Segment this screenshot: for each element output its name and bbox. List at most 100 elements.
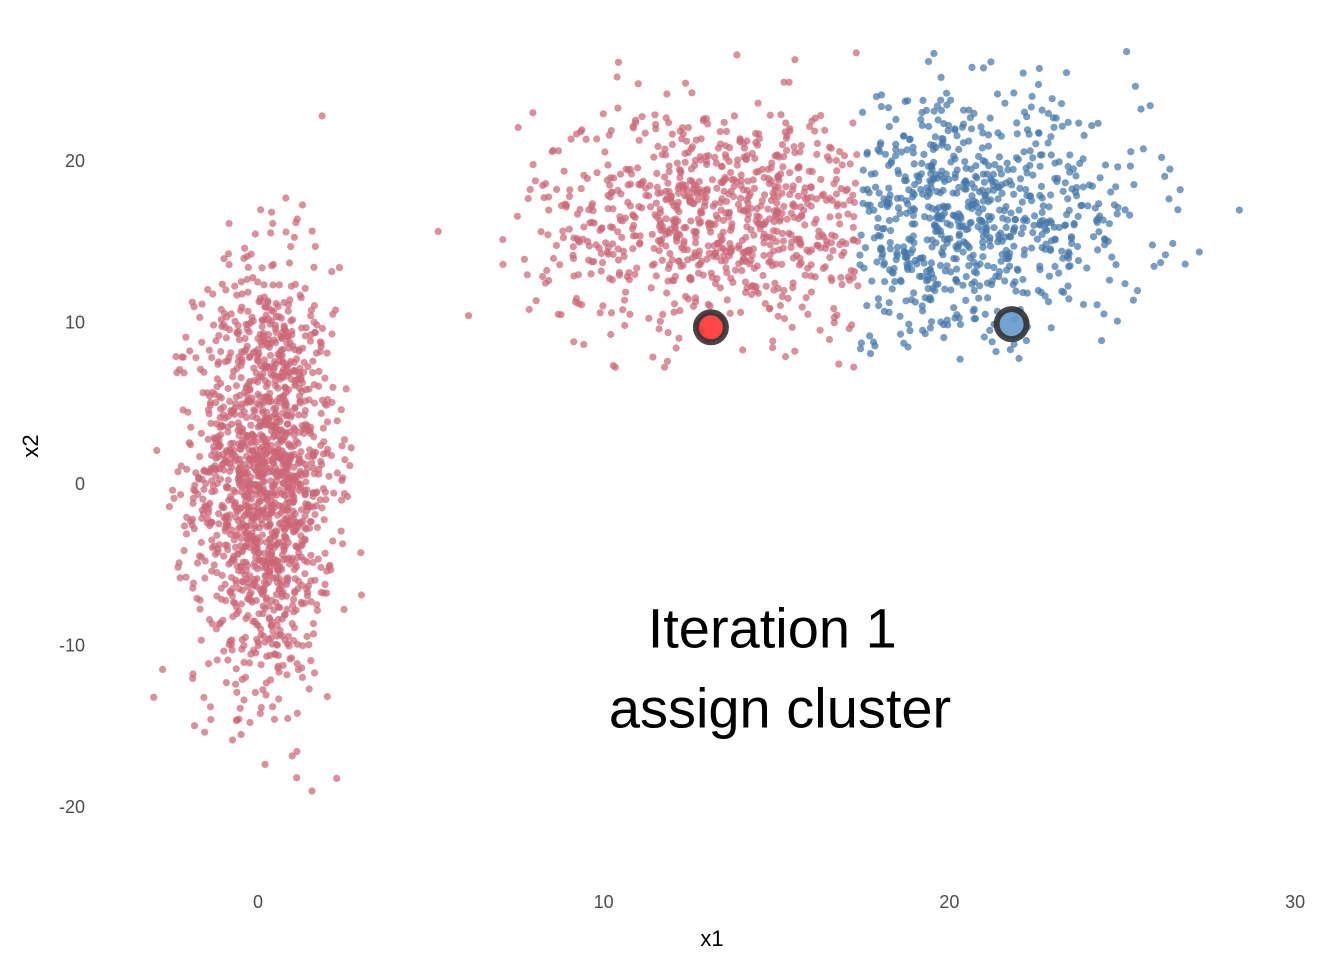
data-point-cluster-2 [854, 282, 862, 290]
data-point-cluster-1 [236, 391, 244, 399]
data-point-cluster-3 [994, 238, 1002, 246]
data-point-cluster-1 [276, 352, 284, 360]
data-point-cluster-1 [290, 424, 298, 432]
data-point-cluster-3 [865, 189, 873, 197]
data-point-cluster-3 [905, 186, 913, 194]
data-point-cluster-2 [668, 276, 676, 284]
data-point-cluster-1 [293, 747, 301, 756]
data-point-cluster-3 [927, 259, 936, 267]
data-point-cluster-3 [970, 258, 978, 266]
data-point-cluster-2 [585, 206, 593, 214]
data-point-cluster-3 [986, 114, 994, 122]
data-point-cluster-1 [243, 413, 251, 422]
data-point-cluster-1 [328, 268, 336, 276]
data-point-cluster-1 [316, 496, 324, 504]
data-point-cluster-2 [836, 220, 844, 228]
data-point-cluster-1 [199, 495, 207, 503]
data-point-cluster-2 [712, 253, 721, 261]
data-point-cluster-3 [1019, 224, 1027, 232]
data-point-cluster-1 [293, 355, 301, 363]
data-point-cluster-1 [342, 385, 350, 393]
data-point-cluster-2 [849, 119, 857, 127]
data-point-cluster-3 [934, 116, 942, 124]
data-point-cluster-1 [259, 632, 267, 640]
centroid-1 [692, 309, 729, 346]
data-point-cluster-2 [704, 120, 712, 128]
data-point-cluster-1 [255, 556, 263, 564]
data-point-cluster-1 [213, 592, 221, 600]
data-point-cluster-2 [648, 230, 656, 238]
data-point-cluster-2 [570, 338, 578, 346]
data-point-cluster-1 [220, 552, 228, 560]
data-point-cluster-3 [973, 203, 982, 211]
data-point-cluster-3 [1047, 133, 1055, 141]
data-point-cluster-2 [723, 296, 731, 304]
data-point-cluster-1 [308, 459, 316, 467]
data-point-cluster-2 [753, 262, 761, 270]
data-point-cluster-3 [947, 96, 955, 104]
data-point-cluster-2 [852, 49, 860, 57]
data-point-cluster-1 [205, 346, 213, 354]
data-point-cluster-3 [859, 199, 867, 207]
data-point-cluster-3 [906, 327, 914, 335]
data-point-cluster-1 [228, 646, 236, 654]
data-point-cluster-3 [1061, 221, 1070, 229]
data-point-cluster-2 [803, 194, 812, 202]
data-point-cluster-1 [241, 673, 250, 681]
data-point-cluster-1 [309, 620, 318, 628]
data-point-cluster-2 [805, 167, 813, 175]
data-point-cluster-1 [274, 603, 283, 611]
data-point-cluster-1 [224, 656, 232, 664]
data-point-cluster-3 [965, 244, 973, 252]
data-point-cluster-1 [218, 571, 226, 580]
data-point-cluster-3 [877, 201, 885, 209]
data-point-cluster-1 [189, 674, 197, 683]
data-point-cluster-3 [1112, 183, 1120, 191]
data-point-cluster-3 [1038, 230, 1046, 238]
data-point-cluster-2 [548, 147, 556, 156]
data-point-cluster-2 [656, 217, 664, 225]
data-point-cluster-2 [660, 363, 669, 371]
data-point-cluster-1 [224, 476, 232, 484]
data-point-cluster-2 [617, 190, 625, 198]
data-point-cluster-1 [270, 404, 278, 413]
data-point-cluster-1 [302, 324, 310, 332]
data-point-cluster-1 [311, 576, 319, 584]
data-point-cluster-1 [229, 439, 237, 447]
data-point-cluster-1 [287, 282, 295, 290]
data-point-cluster-3 [866, 332, 874, 340]
data-point-cluster-3 [990, 224, 998, 232]
data-point-cluster-3 [1018, 198, 1026, 206]
data-point-cluster-1 [298, 201, 307, 209]
data-point-cluster-2 [675, 189, 683, 197]
data-point-cluster-1 [174, 468, 182, 476]
data-point-cluster-3 [910, 239, 918, 247]
data-point-cluster-1 [270, 447, 278, 455]
data-point-cluster-1 [310, 318, 318, 326]
data-point-cluster-3 [891, 278, 899, 286]
data-point-cluster-1 [262, 679, 270, 687]
data-point-cluster-3 [1057, 100, 1066, 108]
data-point-cluster-2 [645, 314, 653, 322]
data-point-cluster-1 [153, 446, 161, 455]
data-point-cluster-3 [997, 181, 1006, 189]
data-point-cluster-1 [288, 331, 296, 339]
data-point-cluster-1 [272, 640, 281, 649]
data-point-cluster-3 [884, 104, 893, 112]
data-point-cluster-3 [960, 106, 968, 114]
data-point-cluster-1 [217, 348, 225, 356]
data-point-cluster-3 [873, 258, 881, 266]
data-point-cluster-1 [259, 399, 267, 407]
data-point-cluster-1 [271, 377, 279, 385]
data-point-cluster-1 [303, 592, 311, 600]
data-point-cluster-3 [956, 355, 964, 363]
data-point-cluster-2 [514, 123, 522, 132]
data-point-cluster-3 [1001, 233, 1009, 241]
data-point-cluster-2 [552, 241, 561, 250]
data-point-cluster-3 [897, 278, 905, 286]
data-point-cluster-1 [262, 463, 270, 471]
data-point-cluster-3 [997, 257, 1005, 265]
data-point-cluster-2 [614, 245, 622, 253]
data-point-cluster-3 [1084, 202, 1092, 210]
data-point-cluster-3 [1013, 130, 1021, 138]
